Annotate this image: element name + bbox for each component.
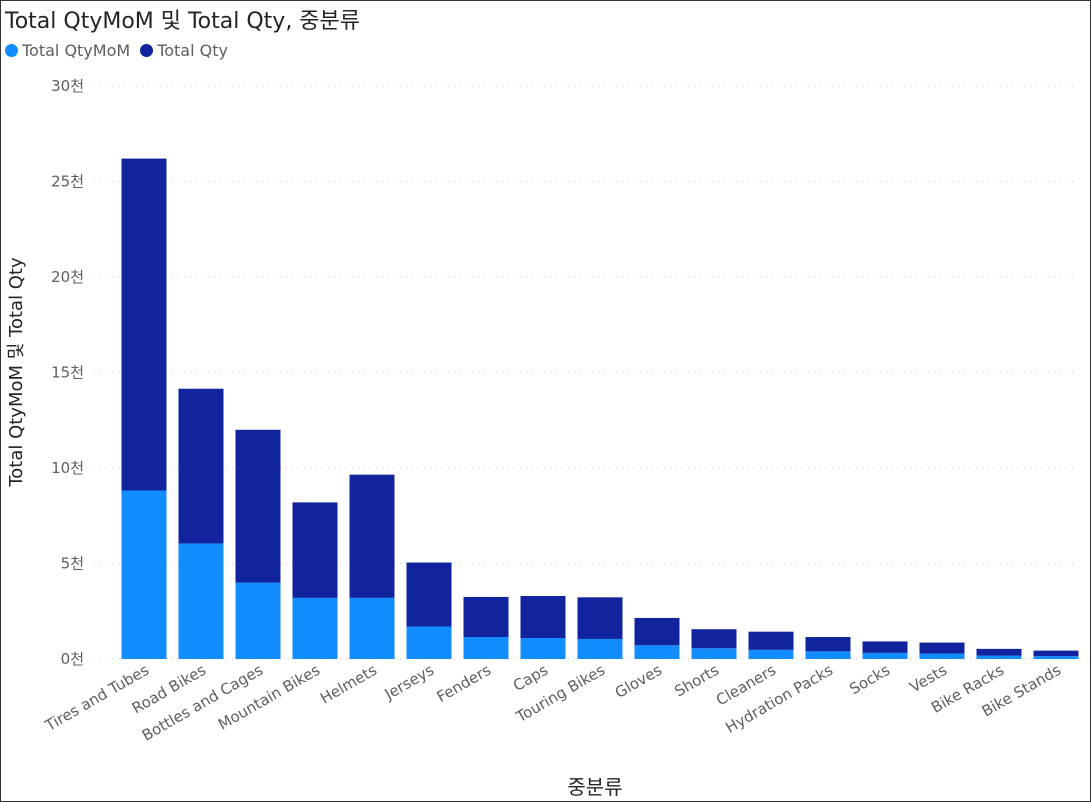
y-tick-label: 25천 [51, 173, 84, 191]
bar-total-qty[interactable] [577, 597, 623, 639]
chart-title: Total QtyMoM 및 Total Qty, 중분류 [5, 9, 361, 34]
bar-total-qty[interactable] [463, 596, 509, 638]
x-tick-label: Fenders [434, 661, 494, 706]
y-tick-label: 5천 [61, 555, 84, 573]
bar-total-qty[interactable] [349, 474, 395, 598]
x-tick-label: Socks [846, 661, 893, 698]
bar-total-qtymom[interactable] [178, 543, 224, 659]
x-tick-label: Jerseys [381, 661, 437, 704]
x-tick-label: Vests [906, 661, 950, 697]
bar-total-qtymom[interactable] [1033, 656, 1079, 659]
bar-total-qtymom[interactable] [235, 582, 281, 659]
legend-label-total-qtymom: Total QtyMoM [22, 41, 131, 60]
bar-total-qtymom[interactable] [349, 597, 395, 659]
y-tick-label: 0천 [61, 650, 84, 668]
bar-total-qtymom[interactable] [748, 649, 794, 659]
x-tick-label: Helmets [317, 661, 380, 708]
bar-total-qty[interactable] [919, 642, 965, 654]
chart-legend: Total QtyMoM Total Qty [5, 41, 228, 60]
x-tick-label: Caps [510, 661, 551, 695]
bar-total-qtymom[interactable] [406, 626, 452, 659]
y-tick-label: 10천 [51, 459, 84, 477]
bar-total-qty[interactable] [691, 629, 737, 649]
x-tick-label: Mountain Bikes [215, 661, 323, 734]
bar-total-qty[interactable] [862, 641, 908, 653]
bar-total-qty[interactable] [235, 429, 281, 583]
bar-total-qty[interactable] [178, 388, 224, 544]
bar-total-qtymom[interactable] [919, 653, 965, 659]
bar-total-qtymom[interactable] [121, 490, 167, 659]
x-tick-label: Gloves [612, 661, 665, 702]
bar-total-qtymom[interactable] [976, 655, 1022, 659]
bar-total-qtymom[interactable] [520, 637, 566, 659]
bar-total-qty[interactable] [292, 502, 338, 598]
bar-total-qty[interactable] [976, 648, 1022, 656]
bar-total-qtymom[interactable] [805, 651, 851, 659]
bar-total-qtymom[interactable] [292, 597, 338, 659]
legend-item-total-qtymom[interactable]: Total QtyMoM [5, 41, 130, 60]
bar-total-qty[interactable] [805, 637, 851, 652]
legend-item-total-qty[interactable]: Total Qty [140, 41, 228, 60]
bar-total-qty[interactable] [634, 617, 680, 646]
bar-total-qtymom[interactable] [463, 637, 509, 659]
bar-total-qty[interactable] [1033, 650, 1079, 657]
bar-total-qtymom[interactable] [862, 652, 908, 659]
bar-total-qtymom[interactable] [634, 645, 680, 659]
y-tick-label: 20천 [51, 268, 84, 286]
legend-label-total-qty: Total Qty [157, 41, 228, 60]
bar-total-qtymom[interactable] [577, 638, 623, 659]
bar-total-qty[interactable] [748, 631, 794, 650]
bar-total-qty[interactable] [406, 562, 452, 627]
y-tick-label: 15천 [51, 364, 84, 382]
bar-total-qty[interactable] [520, 595, 566, 638]
x-axis-title: 중분류 [567, 775, 623, 799]
legend-marker-total-qtymom [5, 44, 18, 57]
y-tick-label: 30천 [51, 77, 84, 95]
bar-total-qty[interactable] [121, 158, 167, 491]
bar-total-qtymom[interactable] [691, 648, 737, 659]
legend-marker-total-qty [140, 44, 154, 57]
